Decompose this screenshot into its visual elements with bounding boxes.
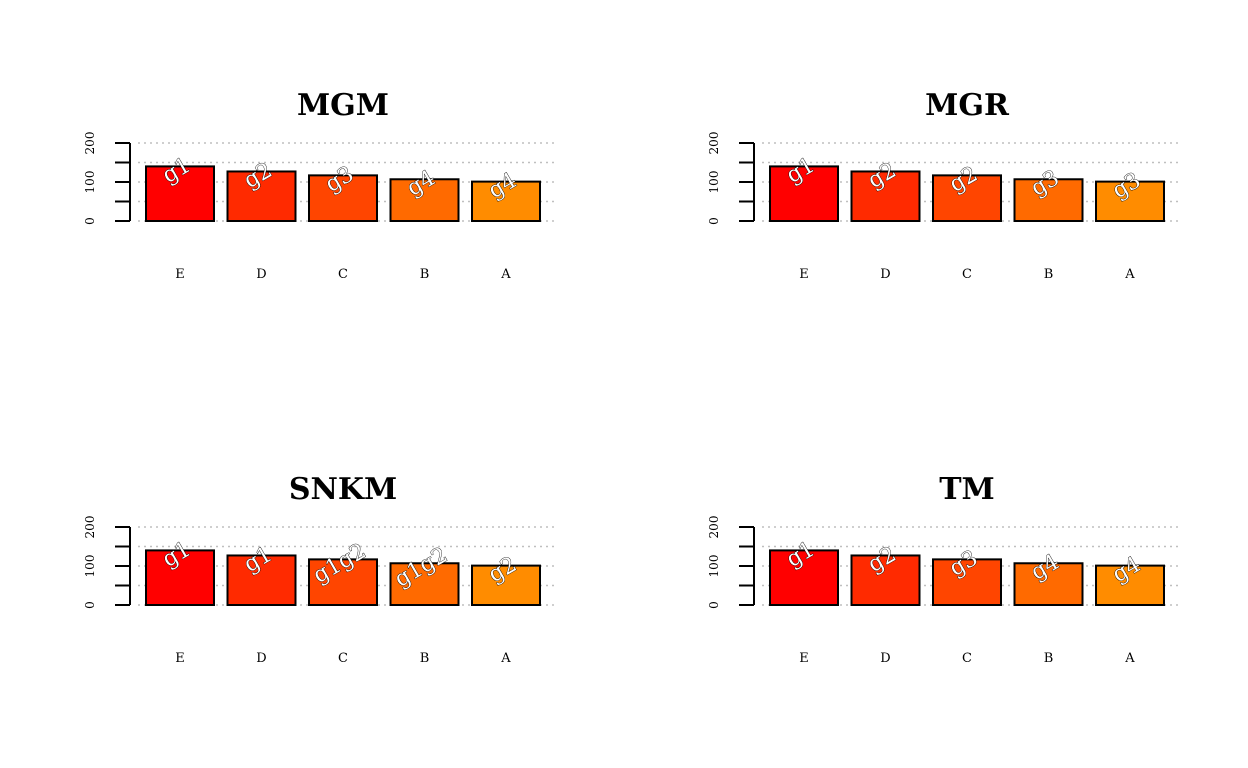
bar-e	[145, 165, 215, 222]
chart-title: MGM	[297, 88, 389, 123]
bar-a	[471, 180, 541, 222]
y-tick-label: 0	[707, 217, 721, 225]
bar-e	[769, 549, 839, 606]
y-tick-label: 0	[707, 601, 721, 609]
bar-e	[145, 549, 215, 606]
bar-c	[932, 558, 1002, 606]
x-tick-label: C	[962, 651, 972, 666]
y-tick-label: 100	[707, 171, 721, 194]
bar-e	[769, 165, 839, 222]
x-tick-label: A	[500, 267, 511, 282]
x-tick-label: B	[1044, 267, 1054, 282]
bar-a	[1095, 180, 1165, 222]
chart-title: TM	[939, 472, 995, 507]
x-tick-label: D	[256, 267, 266, 282]
bar-b	[389, 178, 460, 223]
x-tick-label: B	[420, 267, 430, 282]
y-tick-label: 0	[83, 217, 97, 225]
y-tick-label: 100	[83, 555, 97, 578]
bar-a	[471, 564, 541, 606]
bar-b	[1013, 178, 1084, 223]
bar-b	[389, 562, 460, 607]
bar-c	[308, 558, 378, 606]
x-tick-label: B	[420, 651, 430, 666]
x-tick-label: E	[175, 267, 185, 282]
y-tick-label: 200	[707, 516, 721, 539]
y-tick-label: 200	[83, 516, 97, 539]
x-tick-label: E	[175, 651, 185, 666]
y-tick-label: 100	[707, 555, 721, 578]
bar-d	[226, 170, 297, 222]
x-tick-label: D	[880, 651, 890, 666]
x-tick-label: A	[500, 651, 511, 666]
x-tick-label: A	[1124, 651, 1135, 666]
bar-d	[850, 170, 921, 222]
x-tick-label: D	[880, 267, 890, 282]
bar-d	[226, 554, 297, 606]
chart-title: SNKM	[289, 472, 397, 507]
x-tick-label: B	[1044, 651, 1054, 666]
x-tick-label: E	[799, 267, 809, 282]
x-tick-label: E	[799, 651, 809, 666]
x-tick-label: C	[338, 267, 348, 282]
y-tick-label: 200	[707, 132, 721, 155]
x-tick-label: C	[338, 651, 348, 666]
bar-a	[1095, 564, 1165, 606]
y-tick-label: 200	[83, 132, 97, 155]
bar-b	[1013, 562, 1084, 607]
bar-c	[308, 174, 378, 222]
x-tick-label: A	[1124, 267, 1135, 282]
bar-c	[932, 174, 1002, 222]
y-tick-label: 100	[83, 171, 97, 194]
x-tick-label: C	[962, 267, 972, 282]
x-tick-label: D	[256, 651, 266, 666]
bar-d	[850, 554, 921, 606]
chart-title: MGR	[925, 88, 1010, 123]
y-tick-label: 0	[83, 601, 97, 609]
